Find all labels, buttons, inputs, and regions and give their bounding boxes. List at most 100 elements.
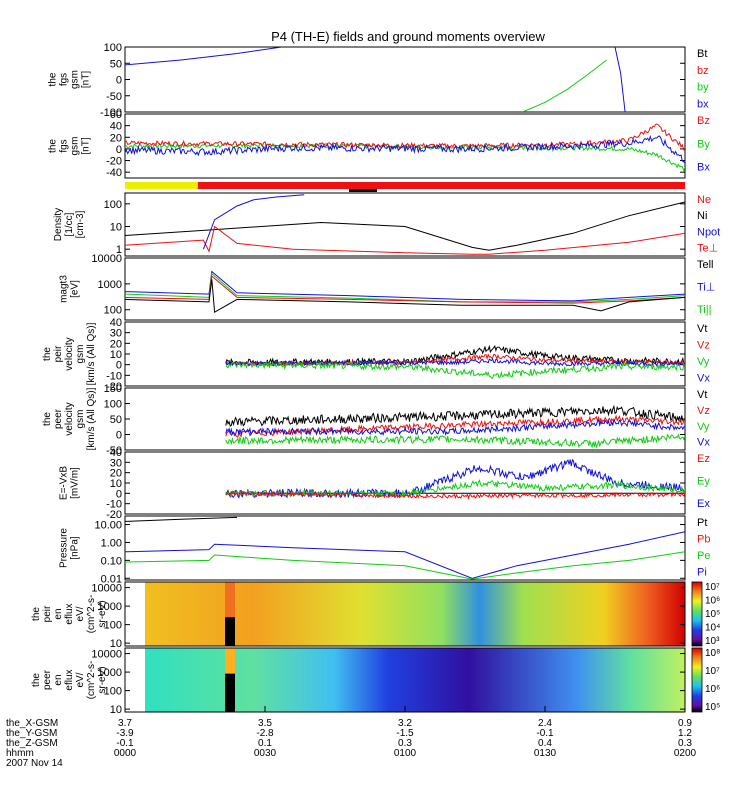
series-green <box>125 551 685 580</box>
y-tick-label: 20 <box>110 338 122 350</box>
panel-frame <box>124 257 686 321</box>
y-axis-label: gsm <box>70 137 81 156</box>
series-green <box>225 478 685 499</box>
y-axis-label: the <box>31 673 42 687</box>
y-axis-label: fgs <box>59 73 70 86</box>
axis-row-value: 0030 <box>254 748 277 759</box>
y-axis-label: Density <box>53 208 64 241</box>
y-axis-label: [cm-3] <box>75 210 86 238</box>
y-tick-label: 0 <box>116 488 122 500</box>
series-red <box>225 414 685 438</box>
axis-row-value: 0.3 <box>678 738 692 749</box>
y-tick-label: 0 <box>116 430 122 442</box>
series-green <box>125 142 685 172</box>
y-axis-label: sr-eV) <box>97 666 108 693</box>
axis-row-value: 0.4 <box>538 738 552 749</box>
axis-row-value: 1.2 <box>678 728 692 739</box>
legend-Ti⊥: Ti⊥ <box>697 282 715 294</box>
status-marker <box>349 189 377 192</box>
date-label: 2007 Nov 14 <box>6 758 63 769</box>
y-axis-label: the <box>42 347 53 361</box>
axis-row-value: -0.1 <box>536 728 554 739</box>
legend-Vx: Vx <box>697 437 710 449</box>
y-tick-label: 10000 <box>91 649 122 661</box>
y-tick-label: 20 <box>110 132 122 144</box>
panel-6: 150 100 50 0 -50 the peer velocity gsm [km/s (All… <box>42 383 710 457</box>
series-blue <box>225 417 685 437</box>
y-tick-label: 10 <box>110 221 122 233</box>
y-axis-label: Pressure <box>59 528 70 568</box>
panel-10: 10⁸ 10⁷ 10⁶ 10⁵ 10000 1000 100 10 the peer en eflux… <box>31 647 720 716</box>
panel-frame <box>124 581 686 647</box>
colorbar <box>691 647 703 713</box>
series-black <box>125 201 685 251</box>
y-tick-label: 100 <box>104 42 122 54</box>
y-tick-label: -20 <box>106 156 122 168</box>
y-tick-label: 100 <box>104 199 122 211</box>
colorbar <box>691 581 703 647</box>
y-axis-label: [eV] <box>70 280 81 298</box>
series-green <box>225 360 685 379</box>
series-black <box>225 404 685 427</box>
y-tick-label: 150 <box>104 383 122 395</box>
y-tick-label: -10 <box>106 499 122 511</box>
axis-row-label: the_Y-GSM <box>6 728 57 739</box>
y-axis-label: gsm <box>75 345 86 364</box>
y-axis-label: magt3 <box>59 275 70 303</box>
axis-row-label: hhmm <box>6 748 34 759</box>
legend-bx: bx <box>697 98 709 110</box>
y-axis-label: [km/s (All Qs)] <box>86 387 97 450</box>
y-axis-label: [km/s (All Qs)] <box>86 322 97 385</box>
series-blue <box>614 47 626 112</box>
y-tick-label: 10 <box>110 704 122 716</box>
colorbar-label: 10⁷ <box>705 666 720 677</box>
y-tick-label: 50 <box>110 58 122 70</box>
plot-title: P4 (TH-E) fields and ground moments over… <box>271 29 545 44</box>
y-axis-label: E=-VxB <box>59 466 70 501</box>
y-tick-label: 40 <box>110 121 122 133</box>
panel-4: 10000 1000 100 magt3 [eV] Tell Ti⊥ Ti|| <box>59 253 715 321</box>
colorbar-label: 10³ <box>705 636 720 647</box>
axis-row-value: 0130 <box>534 748 557 759</box>
y-tick-label: 60 <box>110 109 122 121</box>
spectrogram-stripe <box>225 582 235 646</box>
panel-8: 10.00 1.00 0.10 0.01 Pressure [nPa] Pt Pb Pe Pi <box>59 515 710 585</box>
y-tick-label: -50 <box>106 445 122 457</box>
y-axis-label: [1/cc] <box>64 212 75 236</box>
legend-Pi: Pi <box>697 566 707 578</box>
series-green <box>225 433 685 449</box>
y-tick-label: -20 <box>106 509 122 521</box>
legend-Vz: Vz <box>697 339 710 351</box>
y-axis-label: velocity <box>64 337 75 370</box>
legend-Ex: Ex <box>697 498 710 510</box>
y-axis-label: (cm^2-s- <box>86 661 97 700</box>
y-axis-label: gsm <box>75 410 86 429</box>
y-tick-label: 10 <box>110 478 122 490</box>
legend-Bx: Bx <box>697 162 710 174</box>
series-red <box>125 225 685 255</box>
panel-1: 100 50 0 -50 -100 the fgs gsm [nT] Bt bz by bx <box>48 42 710 119</box>
legend-Npot: Npot <box>697 226 720 238</box>
y-axis-label: peir <box>53 345 64 362</box>
axis-row-value: 3.2 <box>398 718 412 729</box>
y-tick-label: 1000 <box>98 601 122 613</box>
y-tick-label: 0 <box>116 75 122 87</box>
y-tick-label: 100 <box>104 399 122 411</box>
panel-frame <box>124 515 686 581</box>
status-bar <box>125 182 686 192</box>
legend-Pb: Pb <box>697 533 710 545</box>
panel-3: 100 10 1 Density [1/cc] [cm-3] Ne Ni Npot Te⊥ <box>53 192 720 257</box>
legend-Ne: Ne <box>697 194 711 206</box>
series-blue <box>202 194 305 250</box>
series-black <box>125 279 685 314</box>
axis-row-value: 3.7 <box>118 718 132 729</box>
series-blue <box>125 531 685 579</box>
legend-Bt: Bt <box>697 48 707 60</box>
legend-Vt: Vt <box>697 389 707 401</box>
legend-Te⊥: Te⊥ <box>697 243 718 255</box>
y-tick-label: 0 <box>116 360 122 372</box>
legend-Ti||: Ti|| <box>697 304 711 316</box>
y-axis-label: the <box>31 607 42 621</box>
